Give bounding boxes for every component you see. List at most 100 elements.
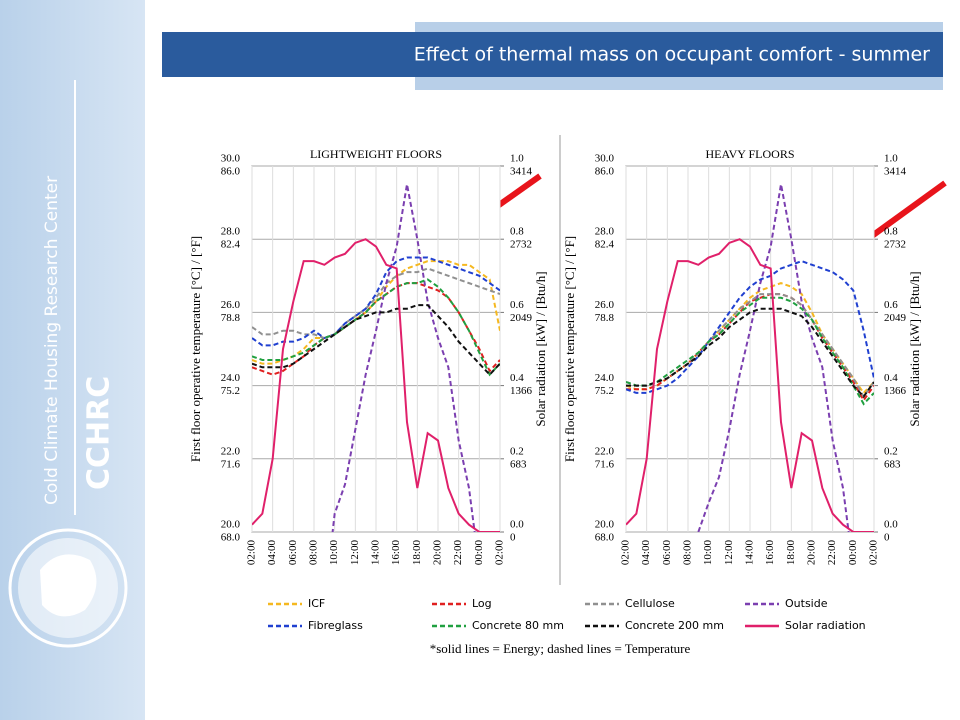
y2-tick-label: 0.6 xyxy=(884,299,898,311)
x-tick-label: 04:00 xyxy=(266,540,278,566)
y-axis-label: First floor operative temperature [°C] /… xyxy=(188,236,203,462)
y2-tick-label: 0.0 xyxy=(884,519,898,531)
series-group xyxy=(626,184,874,532)
y-tick-label: 78.8 xyxy=(595,312,615,324)
y2-tick-label: 2732 xyxy=(510,239,532,251)
y-tick-label: 24.0 xyxy=(221,372,241,384)
legend-label: Solar radiation xyxy=(785,619,866,632)
legend-label: Cellulose xyxy=(625,597,675,610)
y-tick-label: 30.0 xyxy=(595,153,615,165)
series-line xyxy=(331,184,476,532)
y-tick-label: 86.0 xyxy=(221,166,241,178)
y-tick-label: 82.4 xyxy=(221,239,241,251)
y-tick-label: 30.0 xyxy=(221,153,241,165)
series-line xyxy=(252,267,500,340)
y2-tick-label: 0.2 xyxy=(884,445,898,457)
y2-tick-label: 2732 xyxy=(884,239,906,251)
globe-logo xyxy=(8,528,128,648)
y2-tick-label: 0.0 xyxy=(510,519,524,531)
x-tick-label: 02:00 xyxy=(868,540,880,566)
y2-tick-label: 0.4 xyxy=(510,372,524,384)
x-tick-label: 20:00 xyxy=(806,540,818,566)
y-tick-label: 75.2 xyxy=(221,385,240,397)
x-tick-label: 16:00 xyxy=(390,540,402,566)
y-tick-label: 24.0 xyxy=(595,372,615,384)
x-tick-label: 02:00 xyxy=(620,540,632,566)
sidebar-text: Cold Climate Housing Research Center xyxy=(42,176,62,505)
legend-label: ICF xyxy=(308,597,325,610)
series-line xyxy=(252,238,500,532)
y-tick-label: 20.0 xyxy=(221,519,241,531)
x-tick-label: 06:00 xyxy=(287,540,299,566)
chart-title: HEAVY FLOORS xyxy=(705,147,794,161)
y2-tick-label: 0 xyxy=(884,532,890,544)
y2-tick-label: 2049 xyxy=(884,312,907,324)
y2-tick-label: 3414 xyxy=(510,166,533,178)
x-tick-label: 12:00 xyxy=(349,540,361,566)
y-tick-label: 71.6 xyxy=(595,458,615,470)
x-tick-label: 10:00 xyxy=(328,540,340,566)
y2-tick-label: 0.6 xyxy=(510,299,524,311)
series-line xyxy=(626,307,874,399)
y2-tick-label: 0.4 xyxy=(884,372,898,384)
series-line xyxy=(626,260,874,394)
x-tick-label: 02:00 xyxy=(246,540,258,566)
chart-title: LIGHTWEIGHT FLOORS xyxy=(310,147,442,161)
y2-tick-label: 0.8 xyxy=(884,226,898,238)
y-tick-label: 20.0 xyxy=(595,519,615,531)
x-tick-label: 08:00 xyxy=(308,540,320,566)
x-tick-label: 08:00 xyxy=(682,540,694,566)
y-tick-label: 82.4 xyxy=(595,239,615,251)
y2-tick-label: 683 xyxy=(510,458,527,470)
y-tick-label: 68.0 xyxy=(595,532,615,544)
y-tick-label: 28.0 xyxy=(221,226,241,238)
logo-text: CCHRC xyxy=(82,376,117,490)
y2-tick-label: 0.2 xyxy=(510,445,524,457)
series-line xyxy=(626,296,874,406)
x-tick-label: 22:00 xyxy=(452,540,464,566)
y-tick-label: 22.0 xyxy=(595,445,615,457)
x-tick-label: 00:00 xyxy=(847,540,859,566)
y2-tick-label: 2049 xyxy=(510,312,533,324)
x-tick-label: 04:00 xyxy=(640,540,652,566)
legend-label: Fibreglass xyxy=(308,619,363,632)
y2-axis-label: Solar radiation [kW] / [Btu/h] xyxy=(533,271,548,426)
x-tick-label: 10:00 xyxy=(702,540,714,566)
x-tick-label: 12:00 xyxy=(723,540,735,566)
y-tick-label: 86.0 xyxy=(595,166,615,178)
y-tick-label: 22.0 xyxy=(221,445,241,457)
y2-tick-label: 1366 xyxy=(510,385,533,397)
y-axis-label: First floor operative temperature [°C] /… xyxy=(562,236,577,462)
series-line xyxy=(252,304,500,377)
legend-label: Log xyxy=(472,597,492,610)
series-line xyxy=(626,238,874,532)
series-line xyxy=(252,256,500,347)
series-line xyxy=(252,282,500,376)
y2-tick-label: 3414 xyxy=(884,166,907,178)
y-tick-label: 26.0 xyxy=(221,299,241,311)
y-tick-label: 71.6 xyxy=(221,458,241,470)
footnote: *solid lines = Energy; dashed lines = Te… xyxy=(430,641,691,656)
x-tick-label: 06:00 xyxy=(661,540,673,566)
legend-label: Outside xyxy=(785,597,828,610)
legend-label: Concrete 200 mm xyxy=(625,619,724,632)
x-tick-label: 14:00 xyxy=(744,540,756,566)
series-group xyxy=(252,184,500,532)
y2-tick-label: 1366 xyxy=(884,385,907,397)
x-tick-label: 00:00 xyxy=(473,540,485,566)
series-line xyxy=(252,278,500,377)
title-bar xyxy=(162,32,943,77)
x-tick-label: 18:00 xyxy=(785,540,797,566)
y2-axis-label: Solar radiation [kW] / [Btu/h] xyxy=(907,271,922,426)
y-tick-label: 28.0 xyxy=(595,226,615,238)
x-tick-label: 14:00 xyxy=(370,540,382,566)
x-tick-label: 02:00 xyxy=(494,540,506,566)
y-tick-label: 68.0 xyxy=(221,532,241,544)
slide-title: Effect of thermal mass on occupant comfo… xyxy=(414,44,930,66)
x-tick-label: 22:00 xyxy=(826,540,838,566)
y-tick-label: 26.0 xyxy=(595,299,615,311)
legend-label: Concrete 80 mm xyxy=(472,619,564,632)
y2-tick-label: 0.8 xyxy=(510,226,524,238)
y-tick-label: 78.8 xyxy=(221,312,241,324)
